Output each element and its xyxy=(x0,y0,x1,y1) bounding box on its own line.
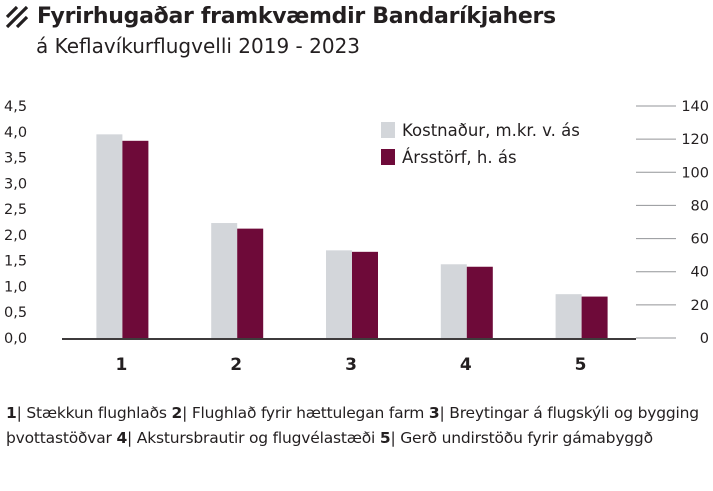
right-tick-label: 140 xyxy=(681,99,709,115)
x-tick-label: 2 xyxy=(230,355,242,375)
bar-kostnadur xyxy=(96,134,123,338)
x-tick-label: 4 xyxy=(460,355,472,375)
footnote-text: | Stækkun flughlaðs xyxy=(16,404,172,422)
footnote: 1| Stækkun flughlaðs 2| Flughlað fyrir h… xyxy=(6,401,709,451)
left-axis: 0,0 0,5 1,0 1,5 2,0 2,5 3,0 3,5 4,0 4,5 xyxy=(4,99,27,347)
footnote-number: 2 xyxy=(171,404,183,422)
right-axis: 0 20 40 60 80 100 120 140 xyxy=(636,99,709,347)
right-tick-label: 0 xyxy=(700,331,709,347)
left-tick-label: 0,0 xyxy=(4,331,27,347)
bar-kostnadur xyxy=(326,250,352,338)
legend-swatch xyxy=(381,122,395,138)
bar-arsstorf xyxy=(122,140,149,338)
footnote-number: 4 xyxy=(116,429,128,447)
left-tick-label: 2,5 xyxy=(4,202,27,218)
bar-arsstorf xyxy=(352,251,378,338)
left-tick-label: 0,5 xyxy=(4,305,27,321)
right-tick-label: 60 xyxy=(691,232,709,248)
bar-arsstorf xyxy=(581,296,608,338)
left-tick-label: 4,5 xyxy=(4,99,27,115)
right-tick-label: 120 xyxy=(681,132,709,148)
bars xyxy=(96,134,608,338)
legend-swatch xyxy=(381,149,395,165)
left-tick-label: 3,0 xyxy=(4,176,27,192)
footnote-number: 5 xyxy=(379,429,391,447)
title-row: Fyrirhugaðar framkvæmdir Bandaríkjahers xyxy=(6,4,556,29)
left-tick-label: 3,5 xyxy=(4,151,27,167)
right-tick-label: 80 xyxy=(691,198,709,214)
x-tick-label: 5 xyxy=(575,355,587,375)
footnote-text: | Gerð undirstöðu fyrir gámabyggð xyxy=(390,429,654,447)
legend-label: Ársstörf, h. ás xyxy=(402,148,517,167)
bar-kostnadur xyxy=(211,223,238,338)
footnote-text: | Flughlað fyrir hættulegan farm xyxy=(182,404,429,422)
x-tick-label: 1 xyxy=(115,355,127,375)
x-tick-label: 3 xyxy=(345,355,357,375)
chart-subtitle: á Keflavíkurflugvelli 2019 - 2023 xyxy=(36,34,361,58)
footnote-text: | Breytingar á flugskýli og bygging þvot… xyxy=(6,404,699,447)
bar-arsstorf xyxy=(466,266,493,338)
right-tick-label: 100 xyxy=(681,165,709,181)
left-tick-label: 1,5 xyxy=(4,254,27,270)
footnote-text: | Akstursbrautir og flugvélastæði xyxy=(127,429,380,447)
legend: Kostnaður, m.kr. v. ás Ársstörf, h. ás xyxy=(381,121,580,167)
bar-kostnadur xyxy=(555,294,582,338)
left-tick-label: 4,0 xyxy=(4,125,27,141)
footnote-number: 3 xyxy=(428,404,440,422)
bar-kostnadur xyxy=(440,264,467,338)
footnote-number: 1 xyxy=(6,404,17,422)
left-tick-label: 1,0 xyxy=(4,279,27,295)
bar-arsstorf xyxy=(237,228,264,338)
chart-title: Fyrirhugaðar framkvæmdir Bandaríkjahers xyxy=(37,4,556,29)
hatch-icon xyxy=(6,5,28,28)
legend-label: Kostnaður, m.kr. v. ás xyxy=(402,121,580,140)
x-axis: 1 2 3 4 5 xyxy=(115,355,586,375)
bar-chart: 0,0 0,5 1,0 1,5 2,0 2,5 3,0 3,5 4,0 4,5 0 20 40 60 80… xyxy=(4,99,709,375)
right-tick-label: 20 xyxy=(691,298,709,314)
right-tick-label: 40 xyxy=(691,265,709,281)
left-tick-label: 2,0 xyxy=(4,228,27,244)
